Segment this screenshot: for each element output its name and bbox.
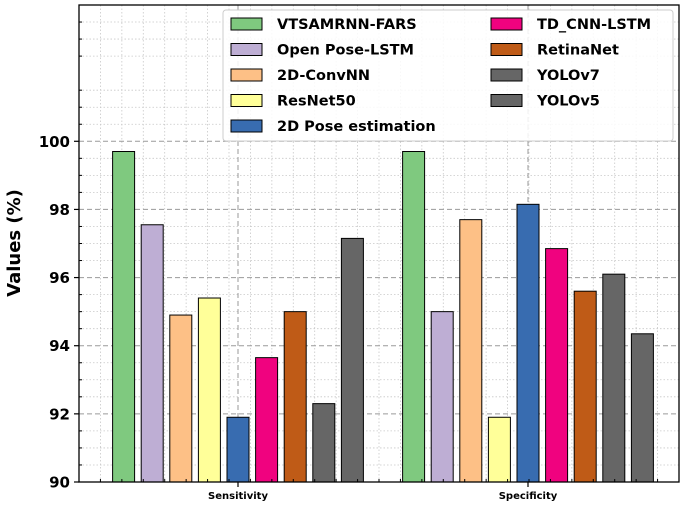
legend-swatch (230, 43, 263, 56)
x-tick-label: Specificity (499, 491, 558, 502)
bar (573, 290, 597, 483)
bar (226, 416, 250, 483)
legend-swatch (490, 94, 523, 107)
bar (140, 224, 164, 483)
bar (630, 333, 654, 483)
legend: VTSAMRNN-FARS Open Pose-LSTM 2D-ConvNN ResN… (222, 9, 674, 142)
legend-label: VTSAMRNN-FARS (277, 17, 417, 33)
legend-swatch (230, 119, 263, 133)
legend-label: RetinaNet (537, 43, 619, 59)
legend-swatch (490, 43, 523, 56)
bar (283, 311, 307, 483)
legend-swatch (230, 94, 263, 107)
legend-label: ResNet50 (277, 94, 356, 110)
bar (112, 151, 136, 483)
ticks-layer: 90 92 94 96 98 100 Sensitivity Specificity (39, 21, 659, 502)
bars-layer (112, 151, 654, 483)
legend-swatch (490, 68, 523, 82)
legend-swatch (230, 68, 263, 82)
bar (459, 219, 483, 483)
bar (430, 311, 454, 483)
y-tick-label: 96 (49, 269, 70, 287)
x-tick-label: Sensitivity (208, 491, 268, 502)
bar (402, 151, 426, 483)
legend-frame (222, 9, 674, 142)
bar (255, 357, 279, 483)
bar (340, 237, 364, 483)
legend-label: 2D Pose estimation (277, 119, 436, 135)
bar (169, 314, 193, 483)
legend-label: YOLOv7 (536, 68, 600, 84)
y-tick-label: 94 (49, 337, 70, 355)
legend-swatch (490, 17, 523, 31)
bar (197, 297, 221, 483)
y-tick-label: 100 (39, 133, 70, 151)
legend-label: 2D-ConvNN (277, 68, 370, 84)
y-tick-label: 98 (49, 201, 70, 219)
legend-swatch (230, 17, 263, 31)
bar (602, 273, 626, 483)
legend-label: Open Pose-LSTM (277, 43, 414, 59)
y-tick-label: 92 (49, 405, 70, 423)
legend-label: TD_CNN-LSTM (537, 17, 651, 33)
bar (516, 203, 540, 483)
y-axis-title: Values (%) (4, 189, 25, 297)
legend-label: YOLOv5 (536, 94, 600, 110)
bar (487, 416, 511, 483)
y-tick-label: 90 (49, 474, 70, 492)
bar (545, 248, 569, 483)
bar (312, 403, 336, 483)
